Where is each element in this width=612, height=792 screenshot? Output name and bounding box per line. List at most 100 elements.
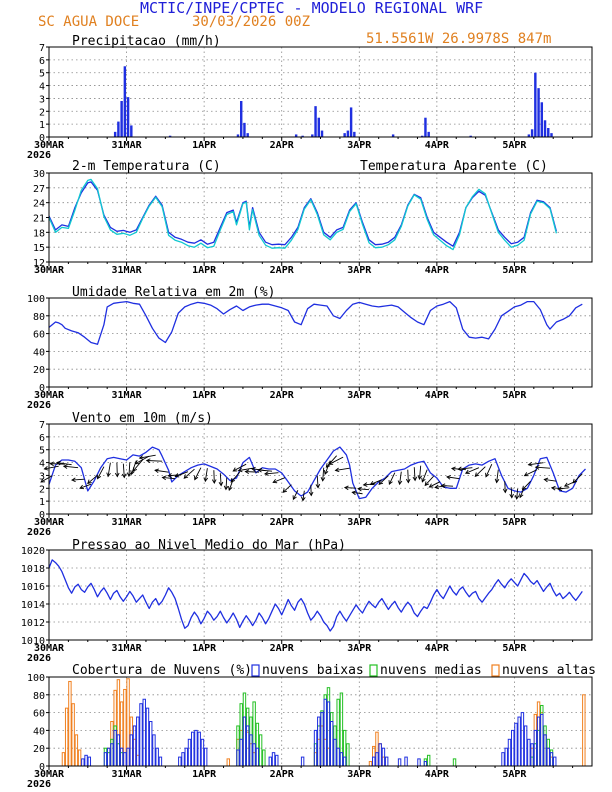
humidity-xtick-label: 3APR xyxy=(347,390,372,401)
precipitacao-bar xyxy=(320,130,324,137)
humidity-ytick-label: 100 xyxy=(27,294,45,305)
wind-direction-arrow xyxy=(446,476,460,480)
precipitation-year-label: 2026 xyxy=(27,150,51,161)
precipitation-xtick-label: 4APR xyxy=(425,140,450,151)
precipitation-ytick-label: 6 xyxy=(39,56,45,67)
wind-ytick-label: 3 xyxy=(39,471,45,482)
precipitacao-bar xyxy=(120,101,123,137)
nuvens-baixas-bar xyxy=(191,731,195,767)
wind-arrow-head xyxy=(434,484,440,490)
legend-low-clouds: nuvens baixas xyxy=(262,663,364,678)
wind-direction-arrow xyxy=(233,463,247,472)
wind-arrow-head xyxy=(412,476,418,482)
precipitacao-bar xyxy=(168,135,172,137)
wind-arrow-head xyxy=(440,483,446,489)
precipitacao-bar xyxy=(547,128,550,137)
wind-arrow-head xyxy=(211,479,217,484)
nuvens-baixas-bar xyxy=(336,747,340,767)
wind-direction-arrow xyxy=(399,471,402,485)
clouds-xtick-label: 30MAR xyxy=(34,769,65,780)
temperature-ytick-label: 12 xyxy=(33,258,45,269)
nuvens-medias-bar xyxy=(262,749,266,767)
wind-arrow-head xyxy=(563,482,569,487)
precipitacao-bar xyxy=(236,134,240,137)
wind-direction-arrow xyxy=(146,460,163,462)
wind-arrow-head xyxy=(543,477,549,483)
wind-arrow-head xyxy=(126,472,132,478)
wind-arrow-head xyxy=(96,474,102,480)
wind-arrow-head xyxy=(424,481,430,487)
clouds-xtick-label: 2APR xyxy=(270,769,295,780)
nuvens-baixas-bar xyxy=(145,707,150,767)
nuvens-baixas-bar xyxy=(142,698,146,767)
wind-direction-arrow xyxy=(474,466,486,477)
wind-arrow-head xyxy=(550,485,556,491)
wind-arrow-head xyxy=(421,477,426,483)
nuvens-baixas-bar xyxy=(187,738,192,767)
wind-direction-arrow xyxy=(204,468,208,482)
vento-line xyxy=(48,446,586,500)
nuvens-baixas-bar xyxy=(203,747,208,767)
nuvens-baixas-bar xyxy=(129,734,134,767)
nuvens-baixas-bar xyxy=(148,721,153,767)
panel-title-wind: Vento em 10m (m/s) xyxy=(72,411,213,426)
temperature-ytick-label: 18 xyxy=(33,228,45,239)
wind-direction-arrow xyxy=(162,477,176,480)
wind-direction-arrow xyxy=(282,484,292,493)
temperature-xtick-label: 1APR xyxy=(192,265,217,276)
nuvens-baixas-bar xyxy=(178,756,182,767)
nuvens-baixas-bar xyxy=(527,738,531,767)
precipitation-xtick-label: 1APR xyxy=(192,140,217,151)
wind-arrow-head xyxy=(79,484,85,490)
wind-direction-arrow xyxy=(516,488,519,499)
nuvens-baixas-bar xyxy=(520,712,525,767)
pressure-xtick-label: 3APR xyxy=(347,643,372,654)
precipitacao-bar xyxy=(527,134,531,137)
nuvens-baixas-bar xyxy=(397,758,402,767)
wind-direction-arrow xyxy=(50,463,66,465)
precipitacao-bar xyxy=(420,135,424,137)
wind-ytick-label: 1 xyxy=(39,497,45,508)
wind-arrow-head xyxy=(357,486,362,492)
nuvens-baixas-bar xyxy=(103,752,108,767)
wind-arrow-head xyxy=(325,463,331,468)
wind-direction-arrow xyxy=(264,472,279,475)
wind-arrow-head xyxy=(154,468,159,474)
precipitation-ytick-label: 4 xyxy=(39,82,45,93)
temperature-xtick-label: 3APR xyxy=(347,265,372,276)
wind-arrow-head xyxy=(218,481,224,487)
nuvens-baixas-bar xyxy=(536,716,541,767)
wind-direction-arrow xyxy=(302,490,305,501)
wind-arrow-head xyxy=(301,496,306,502)
wind-frame xyxy=(48,423,593,515)
wind-arrow-head xyxy=(230,478,236,483)
temperatura-aparente-line xyxy=(48,178,558,251)
nuvens-baixas-bar xyxy=(317,716,321,767)
nuvens-baixas-bar xyxy=(152,734,156,767)
nuvens-baixas-bar xyxy=(514,722,518,767)
wind-direction-arrow xyxy=(175,471,189,477)
clouds-xtick-label: 31MAR xyxy=(112,769,143,780)
clouds-year-label: 2026 xyxy=(27,779,51,790)
wind-arrow-head xyxy=(369,480,375,486)
legend-low-clouds-swatch xyxy=(251,664,260,677)
wind-arrow-head xyxy=(161,475,167,481)
wind-arrow-head xyxy=(132,466,138,472)
wind-direction-arrow xyxy=(63,465,79,469)
humidity-xtick-label: 1APR xyxy=(192,390,217,401)
header-run-date: 30/03/2026 00Z xyxy=(192,14,310,30)
precipitacao-bar xyxy=(346,130,350,137)
wind-arrow-head xyxy=(446,475,451,480)
wind-arrow-head xyxy=(351,490,357,496)
wind-xtick-label: 31MAR xyxy=(112,517,143,528)
precipitation-ytick-label: 5 xyxy=(39,69,45,80)
nuvens-baixas-bar xyxy=(197,731,201,767)
nuvens-medias-bar xyxy=(258,734,263,767)
precipitation-ytick-label: 3 xyxy=(39,94,45,105)
wind-arrow-head xyxy=(167,473,173,478)
nuvens-baixas-bar xyxy=(339,752,344,767)
wind-arrow-head xyxy=(474,472,480,478)
clouds-xtick-label: 1APR xyxy=(192,769,217,780)
precipitation-ytick-label: 2 xyxy=(39,107,45,118)
precipitacao-bar xyxy=(130,125,133,137)
